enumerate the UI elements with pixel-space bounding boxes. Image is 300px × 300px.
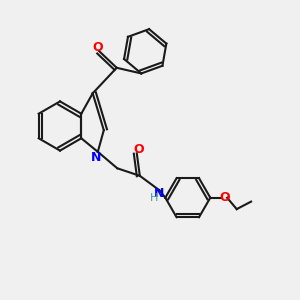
Text: N: N: [91, 151, 101, 164]
Text: O: O: [219, 191, 230, 204]
Text: N: N: [154, 187, 164, 200]
Text: O: O: [92, 41, 103, 54]
Text: H: H: [150, 193, 158, 203]
Text: O: O: [133, 143, 144, 156]
